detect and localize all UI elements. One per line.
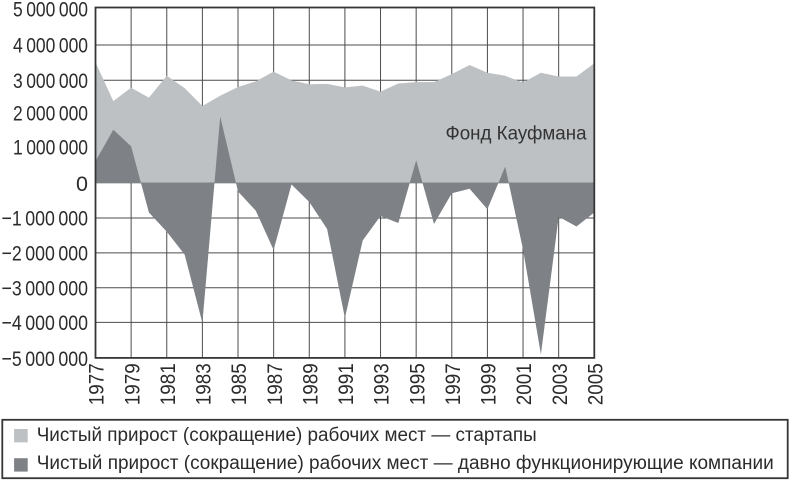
svg-text:1999: 1999 [477,363,501,405]
svg-text:−3 000 000: −3 000 000 [2,276,89,300]
svg-text:Чистый прирост (сокращение) ра: Чистый прирост (сокращение) рабочих мест… [37,425,537,446]
svg-text:1983: 1983 [192,363,216,405]
svg-text:−1 000 000: −1 000 000 [2,207,89,231]
svg-text:−5 000 000: −5 000 000 [2,347,89,371]
svg-text:2001: 2001 [512,363,536,405]
svg-text:1997: 1997 [441,363,465,405]
svg-text:Чистый прирост (сокращение) ра: Чистый прирост (сокращение) рабочих мест… [37,453,774,474]
svg-text:2005: 2005 [584,363,608,405]
svg-text:1989: 1989 [299,363,323,405]
svg-text:Фонд Кауфмана: Фонд Кауфмана [446,124,587,145]
svg-text:1977: 1977 [85,363,109,405]
svg-text:2003: 2003 [548,363,572,405]
svg-text:1979: 1979 [120,363,144,405]
svg-text:1991: 1991 [334,363,358,405]
svg-text:1987: 1987 [263,363,287,405]
svg-text:5 000 000: 5 000 000 [13,0,88,21]
svg-text:3 000 000: 3 000 000 [13,69,88,93]
svg-text:1981: 1981 [156,363,180,405]
svg-text:1995: 1995 [405,363,429,405]
svg-text:4 000 000: 4 000 000 [13,34,88,58]
svg-text:1985: 1985 [227,363,251,405]
svg-text:−4 000 000: −4 000 000 [2,311,89,335]
svg-text:0: 0 [76,172,88,196]
svg-text:1993: 1993 [370,363,394,405]
svg-text:2 000 000: 2 000 000 [13,101,88,125]
svg-text:−2 000 000: −2 000 000 [2,241,89,265]
svg-text:1 000 000: 1 000 000 [13,135,88,159]
